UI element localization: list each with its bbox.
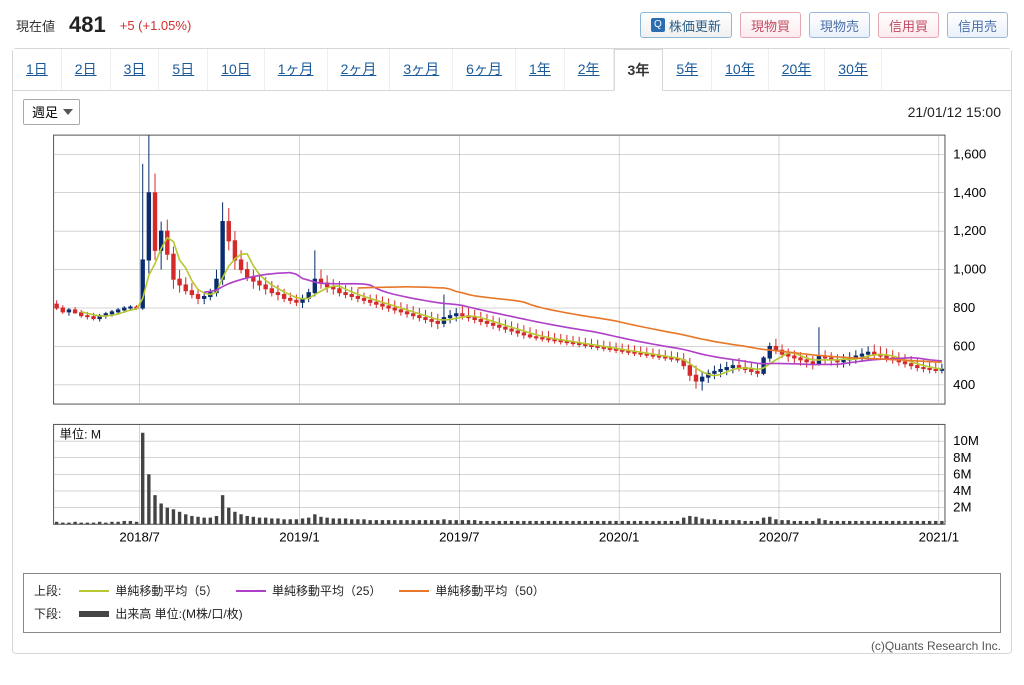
- timestamp: 21/01/12 15:00: [908, 104, 1001, 120]
- legend-ma50-label: 単純移動平均（50）: [435, 580, 544, 603]
- chart-area: 400 600 800 1,000 1,200 1,400 1,600 2018/7 2019/…: [13, 125, 1011, 567]
- chart-panel: 1日2日3日5日10日1ヶ月2ヶ月3ヶ月6ヶ月1年2年3年5年10年20年30年…: [12, 48, 1012, 654]
- svg-text:600: 600: [953, 339, 975, 354]
- tab-period[interactable]: 1年: [516, 49, 565, 90]
- sell-margin-button[interactable]: 信用売: [947, 12, 1008, 38]
- tab-period[interactable]: 2年: [565, 49, 614, 90]
- tab-period[interactable]: 2ヶ月: [328, 49, 391, 90]
- legend-ma25: 単純移動平均（25）: [236, 580, 381, 603]
- legend: 上段: 単純移動平均（5） 単純移動平均（25） 単純移動平均（50） 下段: …: [23, 573, 1001, 633]
- legend-ma25-swatch: [236, 590, 266, 592]
- legend-upper-row: 上段: 単純移動平均（5） 単純移動平均（25） 単純移動平均（50）: [34, 580, 990, 603]
- stock-chart: 400 600 800 1,000 1,200 1,400 1,600 2018/7 2019/…: [23, 129, 1001, 567]
- buy-cash-button[interactable]: 現物買: [740, 12, 801, 38]
- svg-text:単位: M: 単位: M: [60, 427, 101, 442]
- svg-text:1,400: 1,400: [953, 185, 986, 200]
- update-button[interactable]: Q 株価更新: [640, 12, 732, 38]
- legend-volume-label: 出来高 単位:(M株/口/枚): [115, 603, 242, 626]
- price-change: +5 (+1.05%): [120, 18, 192, 33]
- tab-period[interactable]: 20年: [769, 49, 826, 90]
- tab-period[interactable]: 5年: [663, 49, 712, 90]
- footer-credit: (c)Quants Research Inc.: [13, 635, 1011, 653]
- svg-text:2020/1: 2020/1: [599, 530, 639, 545]
- legend-ma5: 単純移動平均（5）: [79, 580, 218, 603]
- tab-period[interactable]: 1日: [13, 49, 62, 90]
- tab-period[interactable]: 6ヶ月: [453, 49, 516, 90]
- tab-period[interactable]: 10日: [208, 49, 265, 90]
- svg-text:400: 400: [953, 377, 975, 392]
- tab-period[interactable]: 30年: [825, 49, 882, 90]
- svg-text:800: 800: [953, 300, 975, 315]
- header: 現在値 481 +5 (+1.05%) Q 株価更新 現物買 現物売 信用買 信…: [8, 8, 1016, 48]
- interval-select[interactable]: 週足: [23, 99, 80, 125]
- svg-text:1,200: 1,200: [953, 223, 986, 238]
- legend-lower-row: 下段: 出来高 単位:(M株/口/枚): [34, 603, 990, 626]
- svg-text:1,000: 1,000: [953, 262, 986, 277]
- svg-text:2019/1: 2019/1: [279, 530, 319, 545]
- legend-ma50: 単純移動平均（50）: [399, 580, 544, 603]
- svg-text:8M: 8M: [953, 450, 971, 465]
- legend-ma5-swatch: [79, 590, 109, 592]
- legend-lower-label: 下段:: [34, 603, 61, 626]
- tab-period[interactable]: 2日: [62, 49, 111, 90]
- svg-text:2M: 2M: [953, 500, 971, 515]
- svg-text:2018/7: 2018/7: [119, 530, 159, 545]
- svg-text:2019/7: 2019/7: [439, 530, 479, 545]
- update-button-label: 株価更新: [669, 16, 721, 35]
- sell-cash-button[interactable]: 現物売: [809, 12, 870, 38]
- legend-ma25-label: 単純移動平均（25）: [272, 580, 381, 603]
- legend-volume: 出来高 単位:(M株/口/枚): [79, 603, 242, 626]
- price-value: 481: [69, 12, 106, 38]
- svg-text:4M: 4M: [953, 483, 971, 498]
- chart-controls: 週足 21/01/12 15:00: [13, 91, 1011, 125]
- refresh-icon: Q: [651, 18, 665, 32]
- svg-text:2020/7: 2020/7: [759, 530, 799, 545]
- tab-period[interactable]: 3日: [111, 49, 160, 90]
- svg-text:10M: 10M: [953, 433, 979, 448]
- legend-ma5-label: 単純移動平均（5）: [115, 580, 218, 603]
- tab-period[interactable]: 1ヶ月: [265, 49, 328, 90]
- legend-ma50-swatch: [399, 590, 429, 592]
- svg-text:1,600: 1,600: [953, 146, 986, 161]
- svg-text:6M: 6M: [953, 466, 971, 481]
- tab-period[interactable]: 5日: [159, 49, 208, 90]
- tab-period[interactable]: 3ヶ月: [390, 49, 453, 90]
- price-label: 現在値: [16, 16, 55, 35]
- legend-volume-swatch: [79, 611, 109, 617]
- legend-upper-label: 上段:: [34, 580, 61, 603]
- buy-margin-button[interactable]: 信用買: [878, 12, 939, 38]
- tab-period[interactable]: 10年: [712, 49, 769, 90]
- svg-text:2021/1: 2021/1: [919, 530, 959, 545]
- tab-period[interactable]: 3年: [614, 48, 664, 91]
- period-tabs: 1日2日3日5日10日1ヶ月2ヶ月3ヶ月6ヶ月1年2年3年5年10年20年30年: [13, 49, 1011, 91]
